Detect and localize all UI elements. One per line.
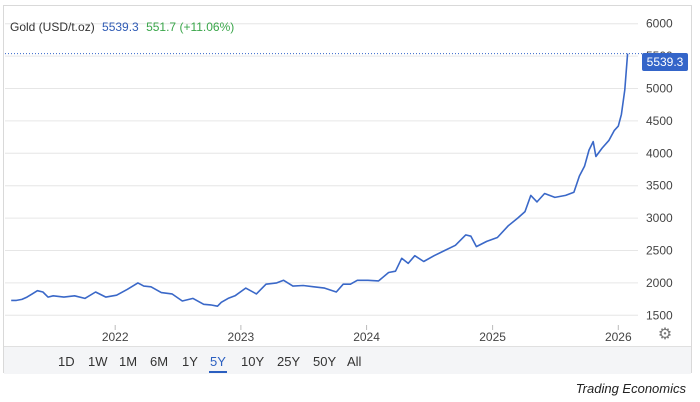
- legend: Gold (USD/t.oz) 5539.3 551.7 (+11.06%): [10, 20, 234, 34]
- range-button-6m[interactable]: 6M: [150, 354, 169, 369]
- chart-frame: [3, 5, 692, 373]
- range-button-10y[interactable]: 10Y: [241, 354, 265, 369]
- x-tick-label: 2026: [605, 330, 632, 344]
- y-tick-label: 2000: [646, 276, 673, 290]
- source-credit: Trading Economics: [575, 381, 686, 396]
- legend-series-name: Gold (USD/t.oz): [10, 20, 95, 34]
- range-button-1w[interactable]: 1W: [88, 354, 108, 369]
- x-tick-label: 2022: [102, 330, 129, 344]
- range-button-5y[interactable]: 5Y: [209, 354, 227, 373]
- range-selector-bar: [4, 346, 691, 374]
- y-tick-label: 3000: [646, 211, 673, 225]
- range-button-1y[interactable]: 1Y: [182, 354, 198, 369]
- series-layer: [5, 53, 642, 308]
- y-tick-label: 4500: [646, 114, 673, 128]
- y-tick-label: 2500: [646, 243, 673, 257]
- last-price-tag: 5539.3: [642, 53, 688, 71]
- x-axis: 2022 2023 2024 2025 2026: [102, 325, 632, 344]
- legend-change: 551.7 (+11.06%): [146, 20, 235, 34]
- y-tick-label: 6000: [646, 17, 673, 31]
- x-tick-label: 2024: [353, 330, 380, 344]
- y-tick-label: 4000: [646, 146, 673, 160]
- range-button-1d[interactable]: 1D: [58, 354, 75, 369]
- range-button-25y[interactable]: 25Y: [277, 354, 301, 369]
- series-line-gold: [11, 53, 629, 308]
- x-tick-label: 2023: [228, 330, 255, 344]
- grid-lines: [5, 23, 638, 316]
- y-tick-label: 5000: [646, 82, 673, 96]
- range-button-all[interactable]: All: [347, 354, 362, 369]
- gear-icon[interactable]: ⚙: [657, 326, 673, 343]
- y-tick-label: 1500: [646, 308, 673, 322]
- range-button-1m[interactable]: 1M: [119, 354, 138, 369]
- range-button-50y[interactable]: 50Y: [313, 354, 337, 369]
- legend-price: 5539.3: [102, 20, 139, 34]
- x-tick-label: 2025: [479, 330, 506, 344]
- y-tick-label: 3500: [646, 179, 673, 193]
